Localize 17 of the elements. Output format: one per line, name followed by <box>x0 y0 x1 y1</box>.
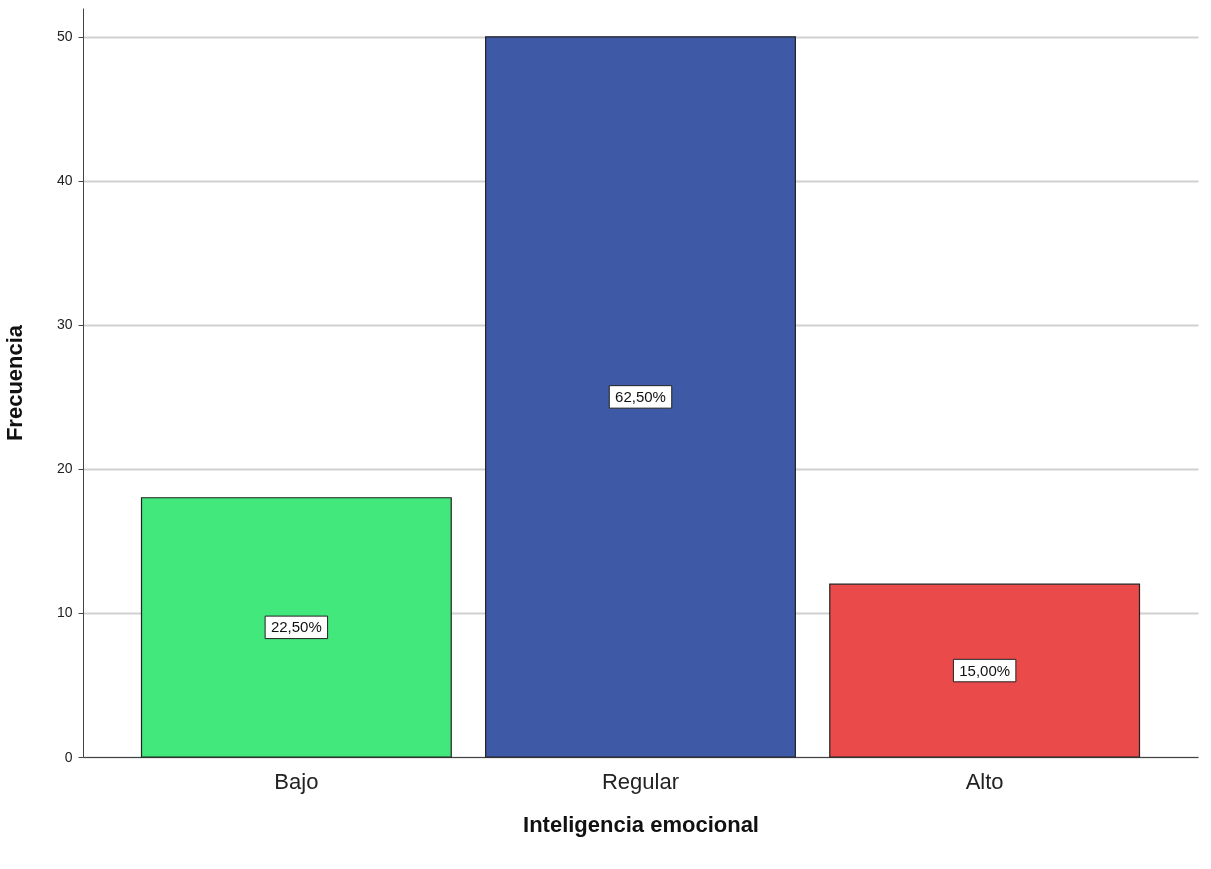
bar <box>140 497 452 758</box>
y-tick-label: 30 <box>56 316 73 333</box>
x-tick-label: Regular <box>601 768 680 794</box>
annotation: 22,50% <box>270 618 322 636</box>
y-tick-label: 0 <box>64 748 73 765</box>
bar <box>485 36 796 758</box>
x-tick-label: Alto <box>965 768 1004 794</box>
annotation: 62,50% <box>615 387 666 405</box>
x-axis-title: Inteligencia emocional <box>523 811 759 837</box>
y-tick-label: 10 <box>56 604 73 621</box>
bar <box>829 583 1141 758</box>
y-tick-label: 20 <box>56 460 73 477</box>
y-axis-title: Frecuencia <box>1 324 27 442</box>
x-tick-label: Bajo <box>274 768 319 794</box>
annotation: 15,00% <box>959 661 1011 679</box>
y-tick-label: 40 <box>56 172 73 189</box>
y-tick-label: 50 <box>56 28 73 45</box>
